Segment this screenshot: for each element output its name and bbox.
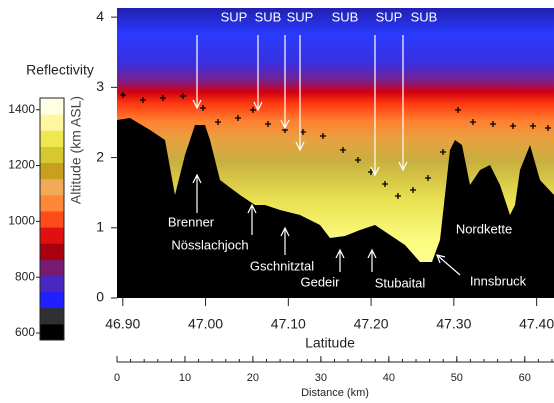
annotation: SUP — [376, 9, 403, 24]
colorbar-band — [40, 98, 64, 115]
annotation: SUB — [332, 9, 359, 24]
colorbar-band — [40, 323, 64, 341]
annotation-arrows — [192, 35, 461, 276]
annotation: SUP — [221, 9, 248, 24]
colorbar-band — [40, 275, 64, 293]
y-axis-title: Altitude (km ASL) — [68, 96, 84, 204]
annotation: Gschnitztal — [250, 258, 314, 273]
colorbar-band — [40, 210, 64, 228]
annotation: Nordkette — [456, 221, 512, 236]
x2-tick-label: 50 — [451, 372, 463, 384]
annotation: Innsbruck — [470, 273, 527, 288]
annotation: Stubaital — [375, 275, 426, 290]
annotation: SUB — [411, 9, 438, 24]
plot-area — [117, 8, 554, 298]
annotation: Nösslachjoch — [171, 237, 248, 252]
x-tick-label: 47.00 — [188, 316, 223, 332]
y-tick-label: 2 — [96, 148, 104, 164]
colorbar-tick-label: 600 — [15, 325, 35, 339]
x2-axis-title: Distance (km) — [301, 387, 369, 399]
x-tick-label: 47.40 — [519, 316, 554, 332]
colorbar-band — [40, 291, 64, 309]
colorbar-tick-label: 1000 — [8, 214, 35, 228]
colorbar-frame — [39, 97, 65, 341]
x-tick-label: 46.90 — [105, 316, 140, 332]
colorbar-title: Reflectivity — [26, 62, 94, 78]
annotation: Gedeir — [300, 274, 340, 289]
y-tick-label: 0 — [96, 289, 104, 305]
colorbar-tick-label: 1200 — [8, 158, 35, 172]
annotation: SUB — [255, 9, 282, 24]
terrain — [117, 118, 554, 298]
colorbar-tick-label: 800 — [15, 269, 35, 283]
x-axis-title: Latitude — [305, 335, 355, 351]
y-tick-label: 3 — [96, 78, 104, 94]
colorbar-band — [40, 227, 64, 244]
x-tick-label: 47.30 — [436, 316, 471, 332]
colorbar-band — [40, 146, 64, 164]
colorbar-band — [40, 243, 64, 260]
colorbar-band — [40, 162, 64, 180]
x2-tick-label: 0 — [114, 372, 120, 384]
colorbar-band — [40, 114, 64, 131]
x-tick-label: 47.20 — [354, 316, 389, 332]
x2-tick-label: 60 — [519, 372, 531, 384]
colorbar-band — [40, 194, 64, 212]
x2-tick-label: 10 — [179, 372, 191, 384]
x2-tick-label: 30 — [315, 372, 327, 384]
colorbar-band — [40, 130, 64, 147]
y-tick-label: 4 — [96, 8, 104, 24]
colorbar-band — [40, 259, 64, 276]
echo-top-markers — [120, 92, 551, 199]
x-tick-label: 47.10 — [271, 316, 306, 332]
colorbar-band — [40, 178, 64, 196]
x2-tick-label: 20 — [247, 372, 259, 384]
annotation: SUP — [287, 9, 314, 24]
colorbar-tick-label: 1400 — [8, 102, 35, 116]
colorbar-band — [40, 307, 64, 325]
x2-tick-label: 40 — [383, 372, 395, 384]
annotation: Brenner — [168, 214, 215, 229]
y-tick-label: 1 — [96, 218, 104, 234]
